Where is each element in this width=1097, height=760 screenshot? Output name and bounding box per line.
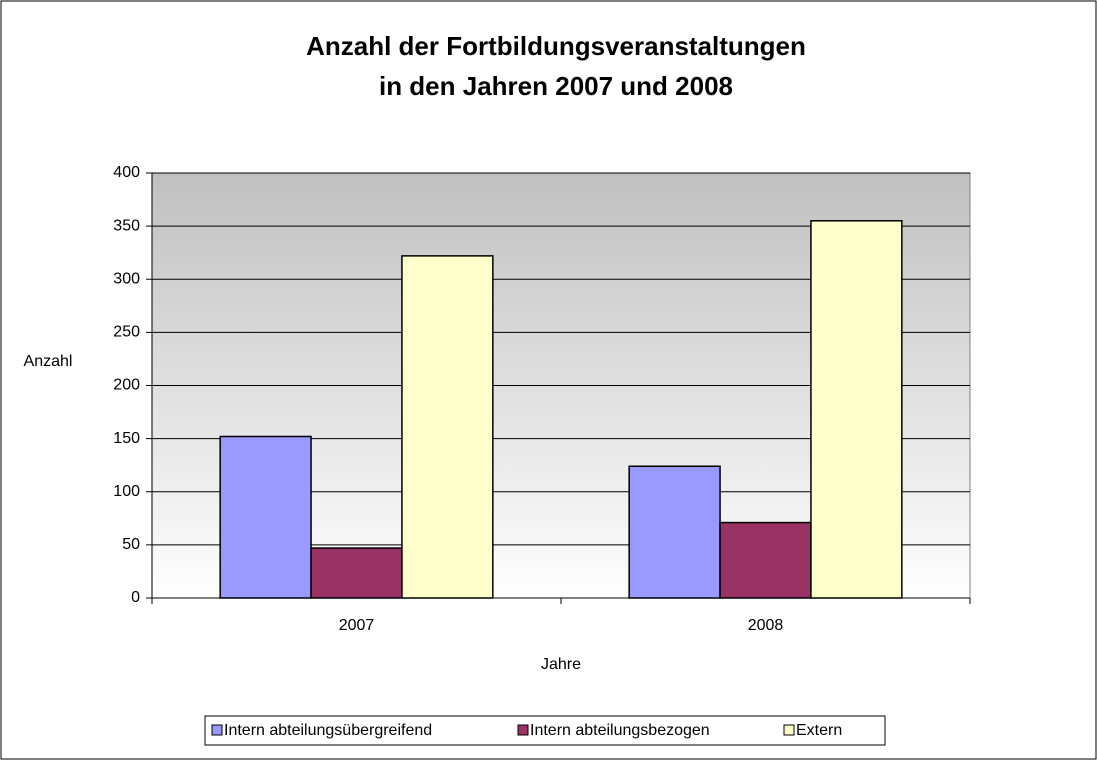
chart-title: Anzahl der Fortbildungsveranstaltungen: [306, 31, 806, 61]
bar: [719, 521, 812, 599]
y-tick-label: 250: [113, 324, 140, 341]
y-tick-label: 200: [113, 377, 140, 394]
legend-swatch: [517, 724, 529, 736]
y-tick-label: 350: [113, 217, 140, 234]
bar: [310, 547, 403, 599]
y-tick-label: 400: [113, 164, 140, 181]
y-tick-label: 150: [113, 430, 140, 447]
legend-swatch: [211, 724, 223, 736]
legend-label: Extern: [796, 722, 842, 739]
legend-label: Intern abteilungsübergreifend: [224, 722, 432, 739]
x-tick-label: 2007: [339, 617, 375, 634]
x-axis-label: Jahre: [541, 656, 581, 673]
bar: [628, 465, 721, 599]
legend: [204, 715, 886, 746]
bar: [219, 435, 312, 599]
bar: [401, 255, 494, 599]
y-tick-label: 0: [131, 589, 140, 606]
legend-swatch: [783, 724, 795, 736]
y-tick-label: 50: [122, 536, 140, 553]
bar: [810, 220, 903, 599]
y-tick-label: 300: [113, 270, 140, 287]
legend-label: Intern abteilungsbezogen: [530, 722, 710, 739]
chart-title: in den Jahren 2007 und 2008: [379, 71, 733, 101]
y-tick-label: 100: [113, 483, 140, 500]
y-axis-label: Anzahl: [24, 353, 73, 370]
x-tick-label: 2008: [748, 617, 784, 634]
